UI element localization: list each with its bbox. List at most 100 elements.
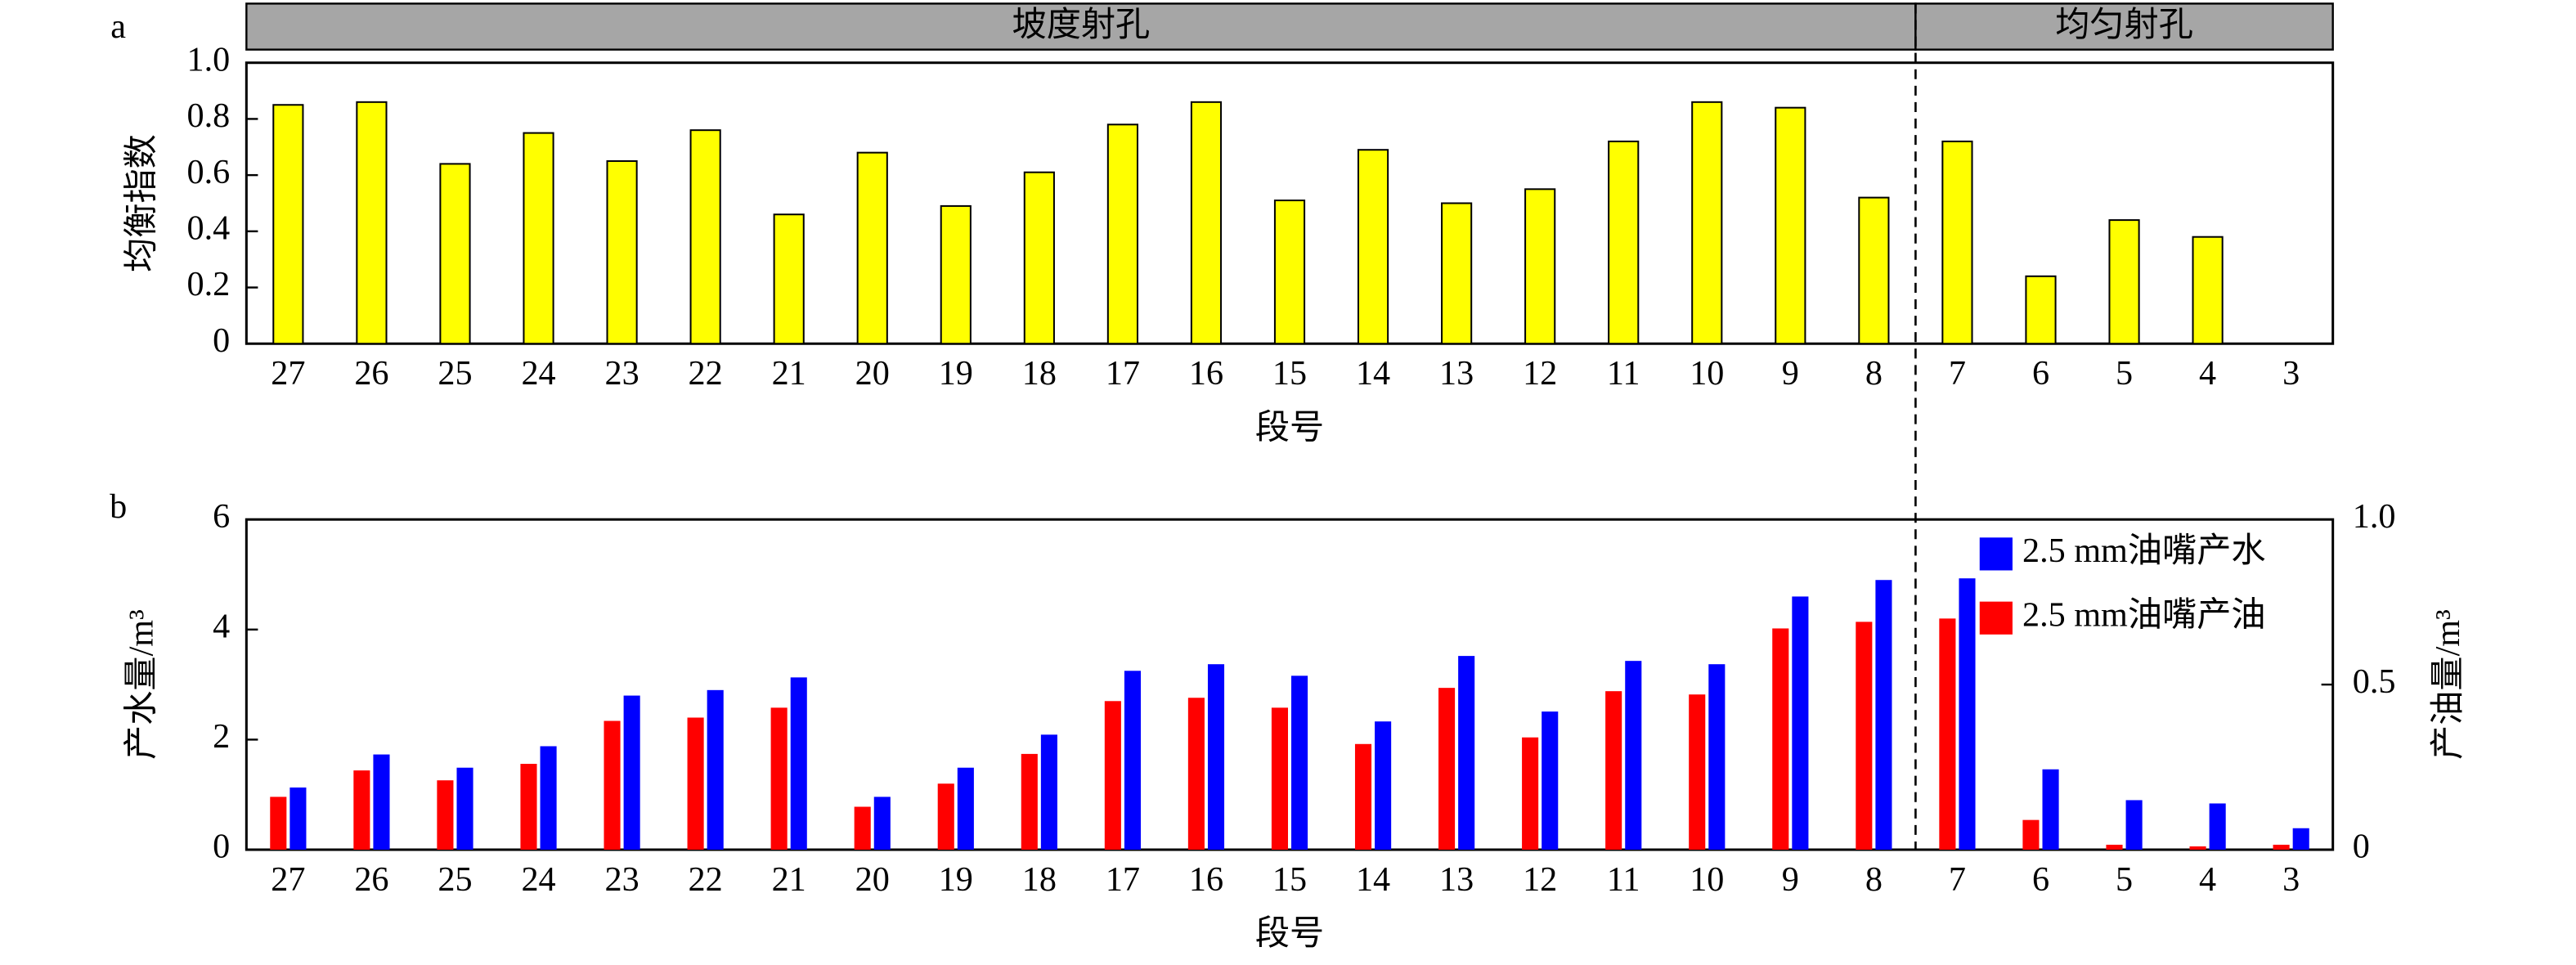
x-tick-label: 22	[689, 354, 723, 393]
bar	[1542, 711, 1559, 850]
bar	[1124, 671, 1141, 850]
section-header	[245, 2, 1917, 51]
bar	[520, 764, 537, 850]
x-tick-label: 26	[354, 860, 388, 899]
bar	[270, 797, 287, 850]
x-tick-label: 24	[521, 354, 555, 393]
bar	[1207, 664, 1225, 850]
x-tick-label: 27	[271, 354, 305, 393]
x-tick-label: 14	[1356, 354, 1390, 393]
bar	[1775, 106, 1806, 345]
bar	[2125, 800, 2143, 850]
bar	[1441, 202, 1473, 345]
x-tick-label: 18	[1022, 860, 1057, 899]
bar	[1187, 698, 1205, 850]
y-tick-label: 4	[213, 607, 230, 645]
x-tick-label: 10	[1690, 354, 1724, 393]
bar	[1625, 661, 1642, 850]
bar	[2022, 819, 2040, 850]
legend-label: 2.5 mm油嘴产水	[2022, 532, 2266, 570]
bar	[873, 797, 891, 850]
bar	[2273, 844, 2290, 850]
bar	[606, 159, 638, 345]
bar	[2292, 828, 2309, 850]
x-tick-label: 17	[1106, 354, 1140, 393]
x-axis-label: 段号	[1255, 914, 1324, 953]
y-tick-label: 1.0	[187, 40, 231, 79]
y-tick-label: 0.4	[187, 209, 231, 248]
bar	[1438, 688, 1456, 850]
bar	[1522, 737, 1539, 850]
bar	[1605, 691, 1622, 850]
bar	[1354, 743, 1372, 850]
y2-axis-label: 产油量/m³	[2429, 609, 2467, 760]
bar	[604, 720, 621, 850]
bar	[1772, 628, 1789, 850]
bar	[540, 746, 557, 850]
bar	[773, 213, 805, 345]
section-label: 均匀射孔	[2055, 6, 2193, 44]
bar	[1040, 734, 1057, 850]
bar	[1792, 596, 1809, 850]
bar	[1939, 618, 1956, 850]
y-tick-label: 0	[213, 321, 230, 360]
x-tick-label: 12	[1523, 354, 1557, 393]
x-tick-label: 5	[2116, 860, 2133, 899]
y2-tick-label: 1.0	[2353, 497, 2396, 536]
y-tick-label: 6	[213, 497, 230, 536]
y-tick-label: 0	[213, 828, 230, 866]
bar	[1021, 753, 1038, 850]
x-tick-label: 10	[1690, 860, 1724, 899]
x-tick-label: 17	[1106, 860, 1140, 899]
bar	[1375, 721, 1392, 850]
x-tick-label: 11	[1607, 860, 1640, 899]
x-tick-label: 19	[939, 354, 973, 393]
bar	[1023, 171, 1055, 345]
bar	[1856, 622, 1873, 850]
bar	[1106, 123, 1138, 345]
x-tick-label: 15	[1272, 860, 1307, 899]
panel-label: b	[110, 487, 127, 526]
bar	[2106, 844, 2123, 850]
bar	[437, 780, 454, 850]
x-tick-label: 16	[1189, 860, 1223, 899]
x-axis-label: 段号	[1255, 408, 1324, 447]
y-axis-label: 产水量/m³	[122, 609, 160, 760]
y-tick-label: 0.2	[187, 265, 231, 303]
x-tick-label: 23	[604, 354, 639, 393]
x-tick-label: 20	[855, 860, 890, 899]
x-tick-label: 12	[1523, 860, 1557, 899]
bar	[1357, 149, 1389, 345]
bar	[523, 132, 554, 345]
x-tick-label: 3	[2282, 860, 2300, 899]
bar	[1190, 101, 1223, 345]
bar	[1458, 656, 1475, 850]
x-tick-label: 25	[438, 860, 472, 899]
x-tick-label: 21	[772, 354, 806, 393]
bar	[937, 783, 954, 850]
section-header	[1914, 2, 2334, 51]
bar	[373, 754, 390, 850]
y-tick-label: 2	[213, 717, 230, 756]
x-tick-label: 26	[354, 354, 388, 393]
section-label: 坡度射孔	[1012, 6, 1151, 44]
x-tick-label: 19	[939, 860, 973, 899]
x-tick-label: 9	[1782, 860, 1799, 899]
bar	[356, 101, 388, 345]
bar	[2042, 769, 2059, 850]
bar	[770, 707, 788, 850]
bar	[1691, 101, 1723, 345]
bar	[687, 717, 704, 850]
x-tick-label: 11	[1607, 354, 1640, 393]
x-tick-label: 13	[1439, 354, 1474, 393]
y2-tick-label: 0	[2353, 828, 2370, 866]
bar	[854, 806, 871, 850]
bar	[856, 151, 888, 345]
bar	[289, 787, 307, 850]
x-tick-label: 16	[1189, 354, 1223, 393]
x-tick-label: 22	[689, 860, 723, 899]
bar	[2209, 803, 2226, 850]
y-tick-label: 0.8	[187, 96, 231, 135]
x-tick-label: 21	[772, 860, 806, 899]
x-tick-label: 9	[1782, 354, 1799, 393]
